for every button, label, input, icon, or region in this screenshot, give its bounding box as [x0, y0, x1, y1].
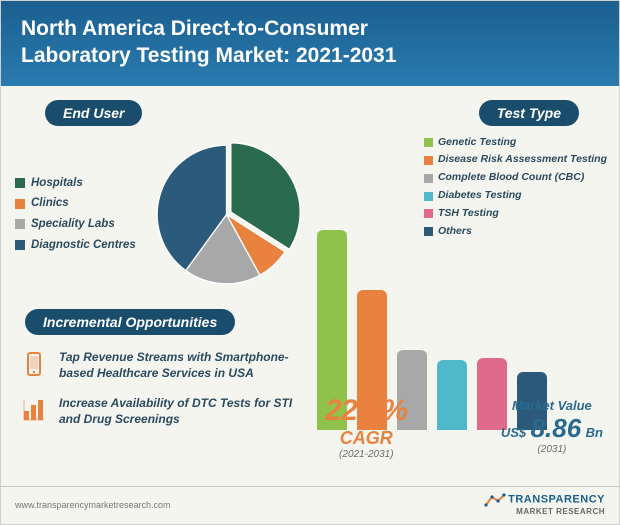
legend-swatch: [424, 174, 433, 183]
cagr-metric: 22.6% CAGR (2021-2031): [325, 394, 408, 460]
legend-item: Diagnostic Centres: [15, 235, 136, 256]
legend-text: Complete Blood Count (CBC): [438, 169, 584, 187]
legend-text: Disease Risk Assessment Testing: [438, 151, 607, 169]
pie-row: HospitalsClinicsSpeciality LabsDiagnosti…: [15, 132, 315, 297]
legend-text: Hospitals: [31, 173, 83, 194]
pie-chart: [144, 132, 309, 297]
opportunity-item: Increase Availability of DTC Tests for S…: [15, 395, 315, 427]
content: End User HospitalsClinicsSpeciality Labs…: [1, 86, 619, 506]
legend-item: Disease Risk Assessment Testing: [424, 151, 607, 169]
phone-icon: [19, 349, 49, 379]
legend-item: TSH Testing: [424, 205, 607, 223]
legend-item: Clinics: [15, 193, 136, 214]
legend-item: Speciality Labs: [15, 214, 136, 235]
title-line2: Laboratory Testing Market: 2021-2031: [21, 44, 396, 67]
opportunities-list: Tap Revenue Streams with Smartphone-base…: [15, 349, 315, 428]
legend-text: Diabetes Testing: [438, 187, 522, 205]
test-type-section: Test Type: [479, 100, 579, 126]
mv-number: 8.86: [531, 413, 582, 443]
legend-swatch: [15, 199, 25, 209]
opportunity-text: Tap Revenue Streams with Smartphone-base…: [59, 349, 311, 381]
end-user-label: End User: [45, 100, 142, 126]
end-user-section: End User: [45, 100, 315, 126]
logo-bottom: MARKET RESEARCH: [516, 507, 605, 516]
incremental-label: Incremental Opportunities: [25, 309, 235, 335]
legend-item: Complete Blood Count (CBC): [424, 169, 607, 187]
title-line1: North America Direct-to-Consumer: [21, 17, 368, 40]
cagr-label: CAGR: [325, 428, 408, 449]
logo: TRANSPARENCY MARKET RESEARCH: [484, 493, 605, 516]
legend-swatch: [424, 209, 433, 218]
footer: www.transparencymarketresearch.com TRANS…: [1, 486, 619, 524]
incremental-section: Incremental Opportunities: [25, 309, 315, 335]
mv-unit: Bn: [586, 425, 603, 440]
opportunity-text: Increase Availability of DTC Tests for S…: [59, 395, 311, 427]
legend-text: Speciality Labs: [31, 214, 115, 235]
market-value-metric: Market Value US$ 8.86 Bn (2031): [501, 398, 603, 455]
legend-swatch: [15, 178, 25, 188]
mv-year: (2031): [501, 444, 603, 455]
legend-text: Diagnostic Centres: [31, 235, 136, 256]
end-user-legend: HospitalsClinicsSpeciality LabsDiagnosti…: [15, 173, 136, 256]
legend-item: Genetic Testing: [424, 134, 607, 152]
infographic-canvas: North America Direct-to-Consumer Laborat…: [0, 0, 620, 525]
header: North America Direct-to-Consumer Laborat…: [1, 1, 619, 86]
cagr-period: (2021-2031): [325, 449, 408, 460]
metrics-row: 22.6% CAGR (2021-2031) Market Value US$ …: [319, 394, 609, 460]
logo-top: TRANSPARENCY: [508, 493, 605, 505]
pie-svg: [144, 132, 309, 297]
mv-value: US$ 8.86 Bn: [501, 413, 603, 444]
legend-text: Clinics: [31, 193, 69, 214]
logo-icon: [484, 493, 506, 507]
title: North America Direct-to-Consumer Laborat…: [21, 15, 599, 70]
legend-swatch: [424, 192, 433, 201]
test-type-legend: Genetic TestingDisease Risk Assessment T…: [424, 134, 607, 241]
legend-swatch: [424, 156, 433, 165]
legend-text: Genetic Testing: [438, 134, 516, 152]
chart-icon: [19, 395, 49, 425]
opportunity-item: Tap Revenue Streams with Smartphone-base…: [15, 349, 315, 381]
legend-item: Hospitals: [15, 173, 136, 194]
legend-swatch: [424, 138, 433, 147]
legend-swatch: [15, 219, 25, 229]
cagr-value: 22.6%: [325, 394, 408, 428]
mv-label: Market Value: [501, 398, 603, 413]
mv-currency: US$: [501, 425, 526, 440]
left-column: End User HospitalsClinicsSpeciality Labs…: [15, 100, 315, 442]
footer-url: www.transparencymarketresearch.com: [15, 500, 171, 510]
legend-swatch: [15, 240, 25, 250]
legend-item: Diabetes Testing: [424, 187, 607, 205]
legend-text: TSH Testing: [438, 205, 499, 223]
test-type-label: Test Type: [479, 100, 579, 126]
